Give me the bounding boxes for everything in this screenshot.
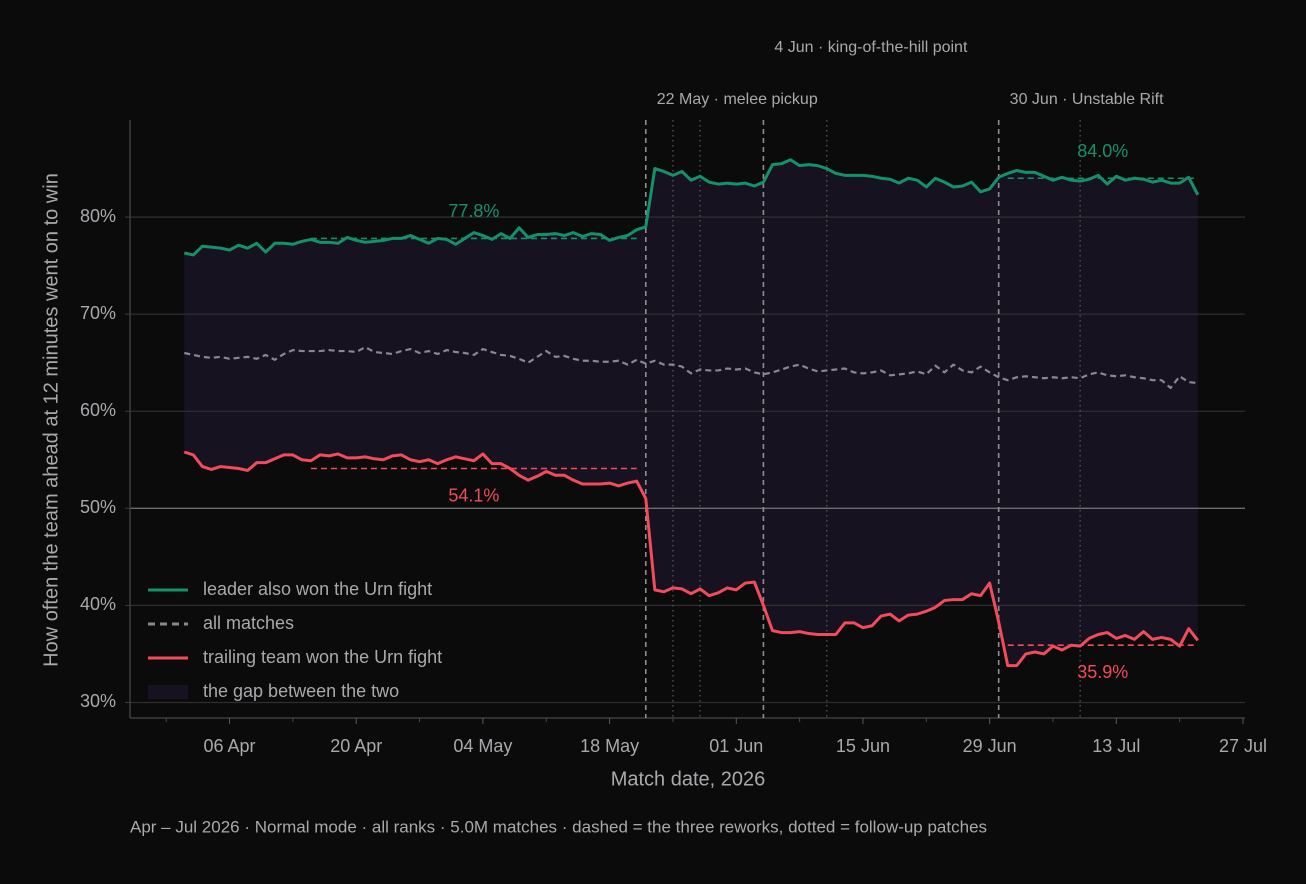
- legend-label: the gap between the two: [203, 681, 399, 701]
- y-tick-label: 30%: [80, 691, 116, 711]
- period-mean-label: 77.8%: [448, 201, 499, 221]
- legend-label: leader also won the Urn fight: [203, 579, 432, 599]
- x-tick-label: 01 Jun: [709, 736, 763, 756]
- event-label: 4 Jun · king-of-the-hill point: [774, 39, 968, 56]
- legend-label: all matches: [203, 613, 294, 633]
- series-line: [184, 346, 1198, 390]
- x-axis-label: Match date, 2026: [611, 768, 766, 790]
- x-tick-label: 27 Jul: [1219, 736, 1267, 756]
- y-tick-label: 70%: [80, 303, 116, 323]
- period-mean-label: 84.0%: [1077, 141, 1128, 161]
- x-tick-label: 20 Apr: [330, 736, 382, 756]
- y-tick-label: 60%: [80, 400, 116, 420]
- x-tick-label: 13 Jul: [1092, 736, 1140, 756]
- legend-swatch: [148, 685, 188, 699]
- gap-area: [184, 159, 1198, 666]
- x-tick-label: 15 Jun: [836, 736, 890, 756]
- footnote: Apr – Jul 2026 · Normal mode · all ranks…: [130, 817, 987, 836]
- y-tick-label: 40%: [80, 594, 116, 614]
- x-tick-label: 06 Apr: [204, 736, 256, 756]
- series-line: [183, 158, 1200, 257]
- y-axis-label: How often the team ahead at 12 minutes w…: [40, 173, 62, 667]
- series-line: [183, 450, 1199, 668]
- event-label: 22 May · melee pickup: [657, 91, 818, 108]
- event-label: 30 Jun · Unstable Rift: [1010, 91, 1164, 108]
- period-mean-label: 54.1%: [448, 485, 499, 505]
- y-tick-label: 80%: [80, 206, 116, 226]
- x-tick-label: 04 May: [453, 736, 512, 756]
- legend-label: trailing team won the Urn fight: [203, 647, 442, 667]
- y-tick-label: 50%: [80, 497, 116, 517]
- x-tick-label: 18 May: [580, 736, 639, 756]
- x-tick-label: 29 Jun: [963, 736, 1017, 756]
- period-mean-label: 35.9%: [1077, 662, 1128, 682]
